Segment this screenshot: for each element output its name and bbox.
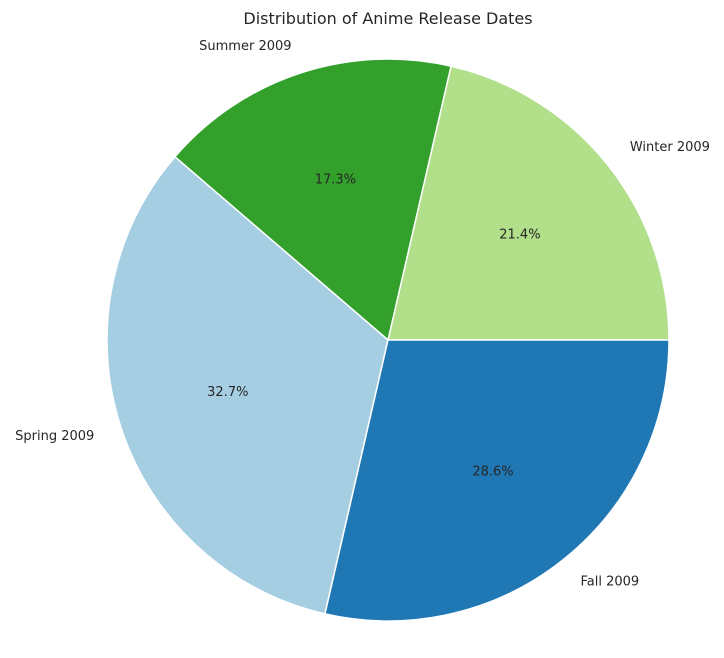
- pie-slices: [106, 58, 670, 622]
- slice-percent-fall-2009: 28.6%: [472, 464, 513, 479]
- pie-slice-spring-2009: [106, 155, 389, 615]
- pie-slice-summer-2009: [173, 58, 452, 342]
- slice-label-fall-2009: Fall 2009: [581, 574, 640, 589]
- chart-title: Distribution of Anime Release Dates: [243, 9, 532, 28]
- slice-label-summer-2009: Summer 2009: [199, 39, 291, 54]
- pie-slice-winter-2009: [387, 65, 670, 341]
- slice-label-winter-2009: Winter 2009: [630, 140, 710, 155]
- slice-label-spring-2009: Spring 2009: [15, 429, 94, 444]
- slice-percent-winter-2009: 21.4%: [499, 227, 540, 242]
- pie-labels: Winter 2009 21.4% Summer 2009 17.3% Spring 2…: [15, 39, 710, 590]
- slice-percent-spring-2009: 32.7%: [207, 385, 248, 400]
- pie-slice-fall-2009: [324, 339, 670, 622]
- slice-percent-summer-2009: 17.3%: [315, 172, 356, 187]
